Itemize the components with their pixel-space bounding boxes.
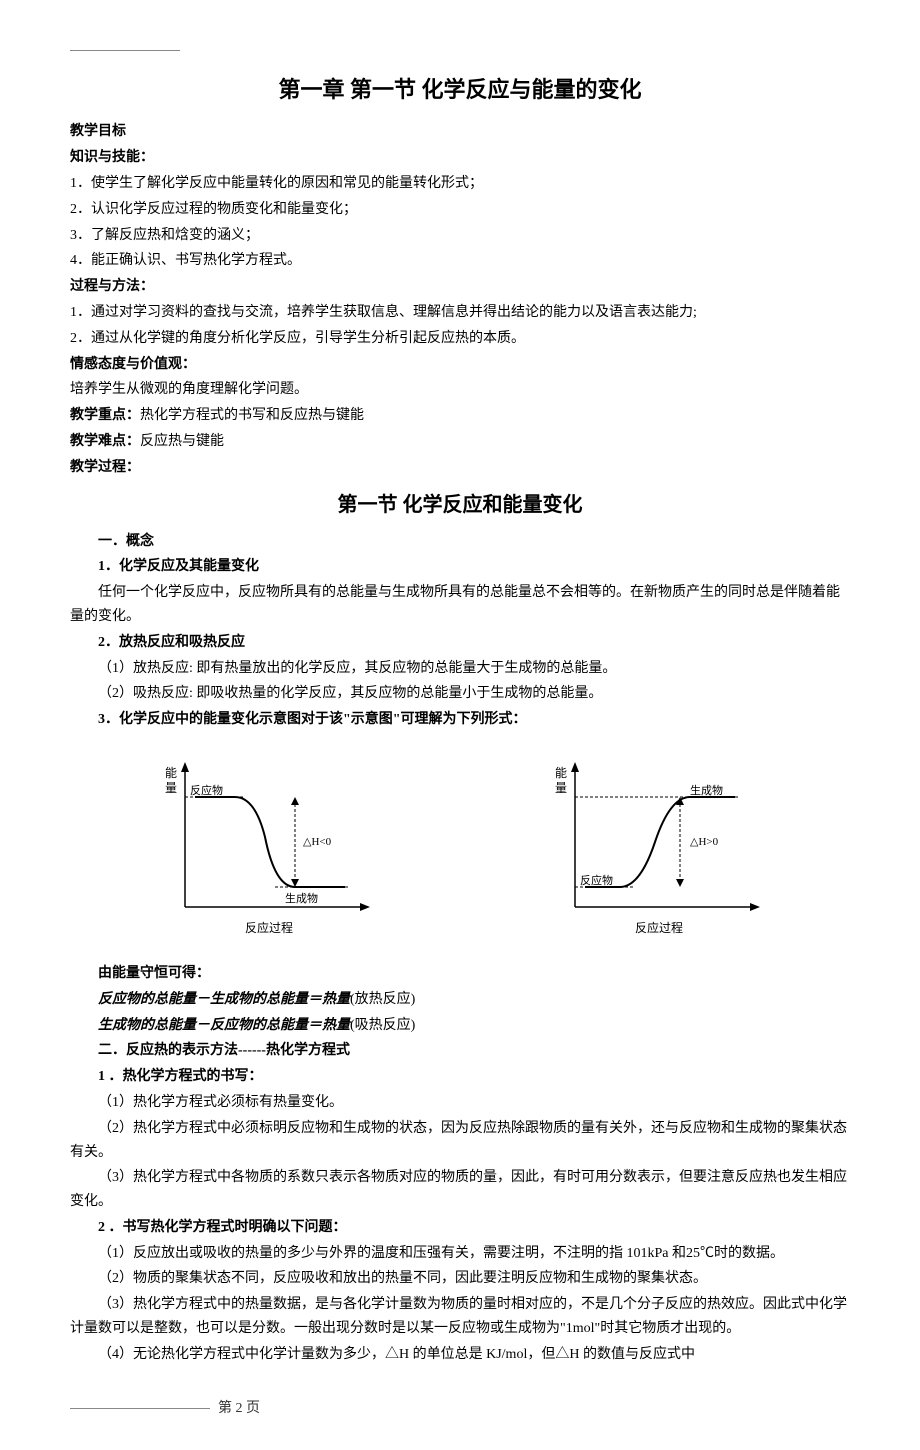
y-axis-label: 量 — [165, 781, 177, 795]
y-axis-label: 能 — [165, 766, 177, 780]
list-item: 1．通过对学习资料的查找与交流，培养学生获取信息、理解信息并得出结论的能力以及语… — [70, 301, 850, 325]
energy-diagrams: 能 量 反应物 生成物 △H<0 反应过程 能 量 生成物 反应物 — [70, 747, 850, 947]
equation-line: 生成物的总能量－反应物的总能量＝热量(吸热反应) — [70, 1014, 850, 1038]
subsection-heading: 知识与技能： — [70, 146, 850, 170]
reactant-label: 反应物 — [190, 783, 223, 797]
heading: 一．概念 — [70, 530, 850, 554]
page-footer: 第 2 页 — [70, 1397, 850, 1421]
list-item: 2．通过从化学键的角度分析化学反应，引导学生分析引起反应热的本质。 — [70, 327, 850, 351]
body-text: （1）热化学方程式必须标有热量变化。 — [70, 1091, 850, 1115]
section-title: 第一节 化学反应和能量变化 — [70, 488, 850, 522]
x-axis-label: 反应过程 — [245, 920, 293, 935]
list-item: 4．能正确认识、书写热化学方程式。 — [70, 249, 850, 273]
body-text: 任何一个化学反应中，反应物所具有的总能量与生成物所具有的总能量总不会相等的。在新… — [70, 581, 850, 629]
section-heading: 教学目标 — [70, 120, 850, 144]
body-text: （3）热化学方程式中的热量数据，是与各化学计量数为物质的量时相对应的，不是几个分… — [70, 1293, 850, 1341]
list-item: 2．认识化学反应过程的物质变化和能量变化； — [70, 198, 850, 222]
equation-note: (吸热反应) — [350, 1018, 415, 1033]
label: 教学重点： — [70, 408, 140, 423]
heading: 二．反应热的表示方法------热化学方程式 — [70, 1039, 850, 1063]
heading: 2 ．书写热化学方程式时明确以下问题： — [70, 1216, 850, 1240]
equation-note: (放热反应) — [350, 992, 415, 1007]
footer-rule — [70, 1408, 210, 1409]
exothermic-diagram: 能 量 反应物 生成物 △H<0 反应过程 — [135, 747, 395, 947]
subsection-heading: 过程与方法： — [70, 275, 850, 299]
equation: 生成物的总能量－反应物的总能量＝热量 — [98, 1018, 350, 1033]
page-number: 第 2 页 — [218, 1397, 260, 1421]
chapter-title: 第一章 第一节 化学反应与能量的变化 — [70, 71, 850, 108]
product-label: 生成物 — [285, 891, 318, 905]
delta-h-label: △H>0 — [690, 836, 719, 848]
reactant-label: 反应物 — [580, 873, 613, 887]
y-axis-label: 能 — [555, 766, 567, 780]
labeled-line: 教学重点：热化学方程式的书写和反应热与键能 — [70, 404, 850, 428]
body-text: 培养学生从微观的角度理解化学问题。 — [70, 378, 850, 402]
heading: 1 ．热化学方程式的书写： — [70, 1065, 850, 1089]
y-axis-label: 量 — [555, 781, 567, 795]
header-rule — [70, 50, 180, 51]
subsection-heading: 教学过程： — [70, 456, 850, 480]
body-text: （2）热化学方程式中必须标明反应物和生成物的状态，因为反应热除跟物质的量有关外，… — [70, 1117, 850, 1165]
endothermic-diagram: 能 量 生成物 反应物 △H>0 反应过程 — [525, 747, 785, 947]
equation-line: 反应物的总能量－生成物的总能量＝热量(放热反应) — [70, 988, 850, 1012]
body-text: 由能量守恒可得： — [70, 962, 850, 986]
heading: 2．放热反应和吸热反应 — [70, 631, 850, 655]
value: 热化学方程式的书写和反应热与键能 — [140, 408, 364, 423]
value: 反应热与键能 — [140, 434, 224, 449]
product-label: 生成物 — [690, 783, 723, 797]
list-item: 3．了解反应热和焓变的涵义； — [70, 224, 850, 248]
x-axis-label: 反应过程 — [635, 920, 683, 935]
list-item: 1．使学生了解化学反应中能量转化的原因和常见的能量转化形式； — [70, 172, 850, 196]
body-text: （2）物质的聚集状态不同，反应吸收和放出的热量不同，因此要注明反应物和生成物的聚… — [70, 1267, 850, 1291]
heading: 3．化学反应中的能量变化示意图对于该"示意图"可理解为下列形式： — [70, 708, 850, 732]
body-text: （1）放热反应: 即有热量放出的化学反应，其反应物的总能量大于生成物的总能量。 — [70, 657, 850, 681]
body-text: （2）吸热反应: 即吸收热量的化学反应，其反应物的总能量小于生成物的总能量。 — [70, 682, 850, 706]
heading: 1．化学反应及其能量变化 — [70, 555, 850, 579]
subsection-heading: 情感态度与价值观： — [70, 353, 850, 377]
body-text: （3）热化学方程式中各物质的系数只表示各物质对应的物质的量，因此，有时可用分数表… — [70, 1166, 850, 1214]
label: 教学难点： — [70, 434, 140, 449]
body-text: （4）无论热化学方程式中化学计量数为多少，△H 的单位总是 KJ/mol，但△H… — [70, 1343, 850, 1367]
body-text: （1）反应放出或吸收的热量的多少与外界的温度和压强有关，需要注明，不注明的指 1… — [70, 1242, 850, 1266]
equation: 反应物的总能量－生成物的总能量＝热量 — [98, 992, 350, 1007]
delta-h-label: △H<0 — [303, 836, 332, 848]
labeled-line: 教学难点：反应热与键能 — [70, 430, 850, 454]
